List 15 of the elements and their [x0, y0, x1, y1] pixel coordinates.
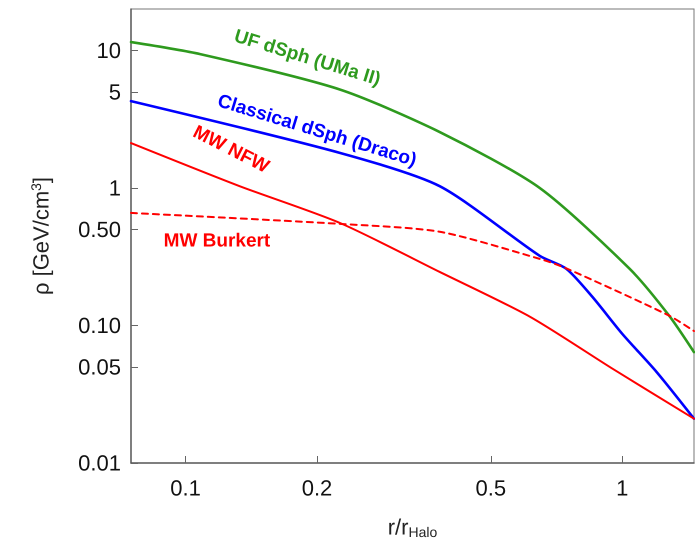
- y-tick-label: 0.50: [78, 216, 121, 242]
- x-tick-label: 1: [616, 476, 628, 500]
- y-tick-label: 0.05: [78, 354, 121, 380]
- y-tick-label: 5: [108, 79, 121, 104]
- x-axis-title: r/rHalo: [388, 514, 438, 540]
- x-tick-label: 0.5: [475, 476, 506, 500]
- y-tick-label: 1: [108, 175, 121, 200]
- series-label: MW Burkert: [164, 230, 271, 252]
- text: UF dSph (UMa II): [232, 26, 383, 90]
- x-tick-label: 0.1: [170, 476, 201, 500]
- y-tick-label: 10: [96, 38, 121, 63]
- x-tick-label: 0.2: [302, 476, 332, 500]
- y-tick-label: 0.01: [78, 450, 121, 476]
- y-tick-label: 0.10: [78, 312, 121, 338]
- y-axis-title: ρ [GeV/cm3]: [28, 176, 54, 296]
